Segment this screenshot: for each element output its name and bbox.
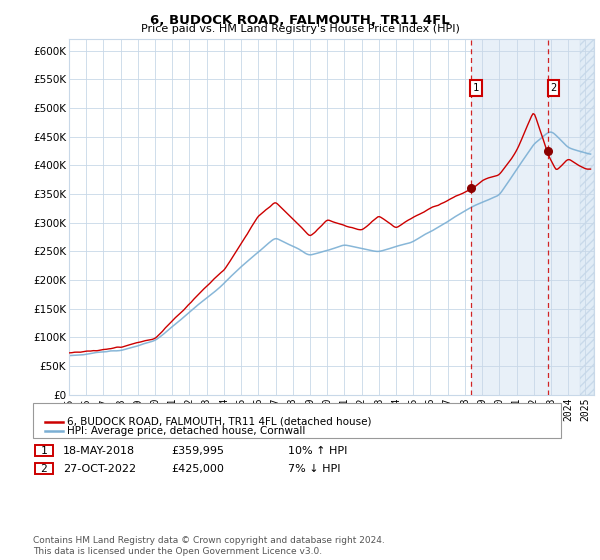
Bar bbox=[580, 39, 594, 395]
Text: 18-MAY-2018: 18-MAY-2018 bbox=[63, 446, 135, 456]
Text: 7% ↓ HPI: 7% ↓ HPI bbox=[288, 464, 341, 474]
Text: 27-OCT-2022: 27-OCT-2022 bbox=[63, 464, 136, 474]
Text: 2: 2 bbox=[40, 464, 47, 474]
Text: 2: 2 bbox=[550, 83, 557, 93]
Text: 1: 1 bbox=[473, 83, 479, 93]
Text: 1: 1 bbox=[40, 446, 47, 456]
Bar bbox=[471, 39, 594, 395]
Text: 10% ↑ HPI: 10% ↑ HPI bbox=[288, 446, 347, 456]
Text: Contains HM Land Registry data © Crown copyright and database right 2024.
This d: Contains HM Land Registry data © Crown c… bbox=[33, 536, 385, 556]
Text: £359,995: £359,995 bbox=[171, 446, 224, 456]
Text: 6, BUDOCK ROAD, FALMOUTH, TR11 4FL (detached house): 6, BUDOCK ROAD, FALMOUTH, TR11 4FL (deta… bbox=[67, 417, 372, 427]
Text: HPI: Average price, detached house, Cornwall: HPI: Average price, detached house, Corn… bbox=[67, 426, 305, 436]
Text: Price paid vs. HM Land Registry's House Price Index (HPI): Price paid vs. HM Land Registry's House … bbox=[140, 24, 460, 34]
Text: 6, BUDOCK ROAD, FALMOUTH, TR11 4FL: 6, BUDOCK ROAD, FALMOUTH, TR11 4FL bbox=[150, 14, 450, 27]
Text: £425,000: £425,000 bbox=[171, 464, 224, 474]
